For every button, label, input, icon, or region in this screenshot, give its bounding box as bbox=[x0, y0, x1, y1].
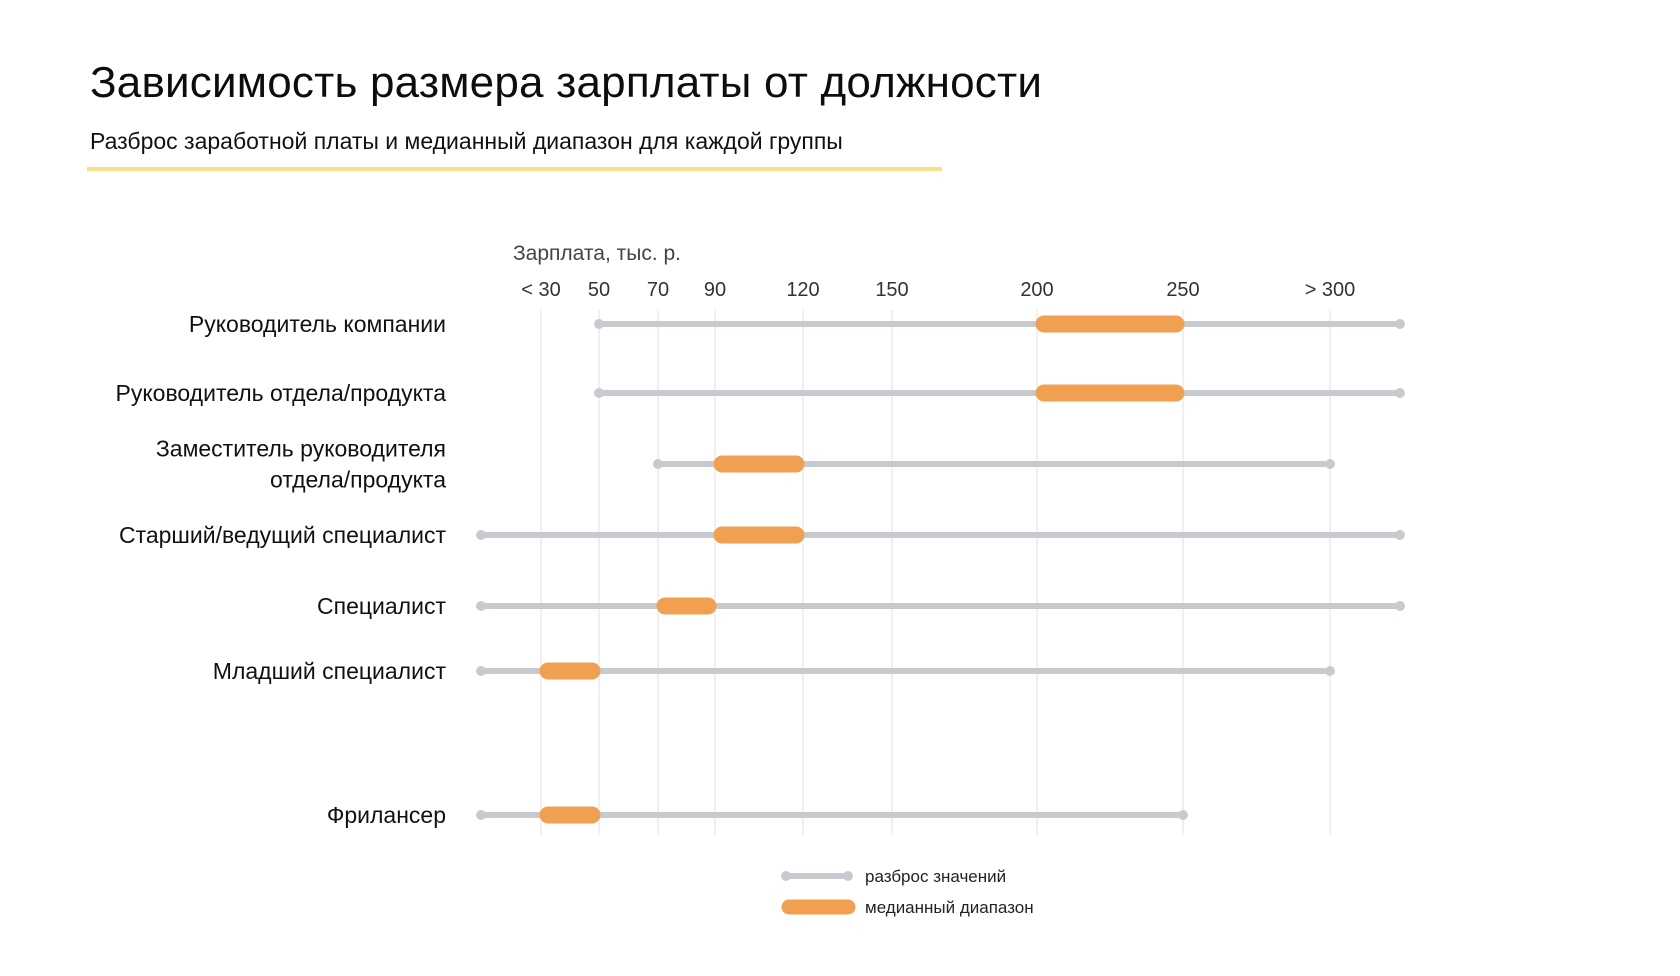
x-tick-label: 120 bbox=[786, 279, 819, 301]
category-row: Руководитель компании bbox=[189, 311, 1405, 337]
x-tick-label: 250 bbox=[1166, 279, 1199, 301]
subtitle-underline bbox=[87, 167, 942, 171]
range-min-dot bbox=[653, 459, 663, 469]
category-row: Старший/ведущий специалист bbox=[119, 522, 1405, 548]
category-label: Руководитель отдела/продукта bbox=[115, 380, 446, 406]
range-min-dot bbox=[476, 530, 486, 540]
legend-range-end-dot bbox=[843, 871, 853, 881]
range-min-dot bbox=[476, 810, 486, 820]
range-max-dot bbox=[1395, 530, 1405, 540]
category-row: Фрилансер bbox=[327, 802, 1188, 828]
x-tick-label: 150 bbox=[875, 279, 908, 301]
range-min-dot bbox=[594, 319, 604, 329]
legend-range-start-dot bbox=[781, 871, 791, 881]
range-max-dot bbox=[1395, 601, 1405, 611]
x-tick-label: 70 bbox=[647, 279, 669, 301]
category-row: Руководитель отдела/продукта bbox=[115, 380, 1405, 406]
range-max-dot bbox=[1325, 666, 1335, 676]
legend: разброс значений медианный диапазон bbox=[781, 867, 1034, 917]
range-min-dot bbox=[476, 666, 486, 676]
chart-title: Зависимость размера зарплаты от должност… bbox=[90, 58, 1043, 107]
x-tick-label: 90 bbox=[704, 279, 726, 301]
x-axis-title: Зарплата, тыс. р. bbox=[513, 242, 681, 265]
legend-range-label: разброс значений bbox=[865, 867, 1006, 886]
category-row: Специалист bbox=[317, 593, 1405, 619]
category-row: Заместитель руководителя отдела/продукта bbox=[156, 436, 1335, 493]
range-min-dot bbox=[476, 601, 486, 611]
category-label: отдела/продукта bbox=[270, 467, 446, 493]
category-label: Заместитель руководителя bbox=[156, 436, 446, 462]
category-label: Руководитель компании bbox=[189, 311, 446, 337]
legend-median-label: медианный диапазон bbox=[865, 898, 1034, 917]
data-rows: Руководитель компании Руководитель отдела… bbox=[115, 311, 1405, 828]
tick-labels: < 30 50 70 90 120 150 200 250 > 300 bbox=[521, 279, 1355, 301]
category-label: Младший специалист bbox=[213, 658, 447, 684]
category-label: Старший/ведущий специалист bbox=[119, 522, 447, 548]
gridlines bbox=[540, 310, 1331, 835]
range-max-dot bbox=[1178, 810, 1188, 820]
category-label: Фрилансер bbox=[327, 802, 446, 828]
category-row: Младший специалист bbox=[213, 658, 1335, 684]
x-tick-label: > 300 bbox=[1305, 279, 1356, 301]
range-max-dot bbox=[1395, 388, 1405, 398]
category-label: Специалист bbox=[317, 593, 446, 619]
x-tick-label: < 30 bbox=[521, 279, 560, 301]
range-max-dot bbox=[1395, 319, 1405, 329]
x-tick-label: 50 bbox=[588, 279, 610, 301]
range-max-dot bbox=[1325, 459, 1335, 469]
range-min-dot bbox=[594, 388, 604, 398]
x-tick-label: 200 bbox=[1020, 279, 1053, 301]
chart-subtitle: Разброс заработной платы и медианный диа… bbox=[90, 128, 843, 154]
